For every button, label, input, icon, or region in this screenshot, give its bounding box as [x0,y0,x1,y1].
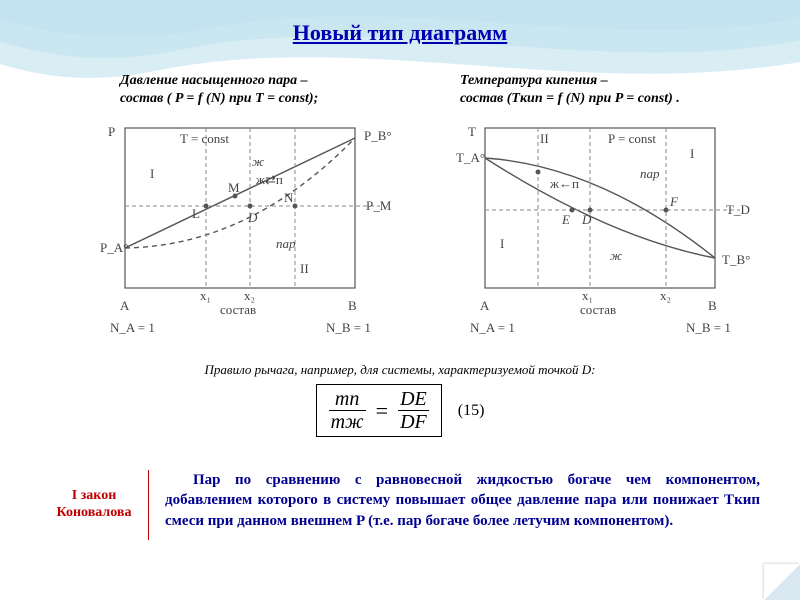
svg-text:I: I [500,236,504,251]
equals-sign: = [376,400,388,422]
caption-left: Давление насыщенного пара – состав ( P =… [120,72,400,107]
svg-text:II: II [300,261,309,276]
formula-left-fraction: mп mж [329,389,366,432]
svg-text:P: P [108,124,115,139]
svg-text:E: E [561,212,570,227]
page-curl-icon [764,564,800,600]
svg-text:состав: состав [220,302,256,317]
svg-text:N_B = 1: N_B = 1 [686,320,731,335]
svg-text:T_A°: T_A° [456,150,485,165]
caption-right: Температура кипения – состав (Tкип = f (… [460,72,760,107]
svg-text:P_A°: P_A° [100,240,128,255]
svg-text:I: I [690,146,694,161]
formula-den-right: DF [398,412,429,432]
svg-text:N_B = 1: N_B = 1 [326,320,371,335]
caption-right-line2: состав (Tкип = f (N) при P = const) . [460,90,760,108]
svg-text:P_B°: P_B° [364,128,392,143]
svg-text:N_A = 1: N_A = 1 [110,320,155,335]
diagram-temperature-composition: T P = const T_A° T_D T_B° пар ж II I I ж… [440,118,760,348]
svg-text:T = const: T = const [180,131,229,146]
formula-row: mп mж = DE DF (15) [0,384,800,437]
svg-text:L: L [192,206,200,221]
formula-den-left: mж [329,412,366,432]
svg-text:D: D [247,210,258,225]
svg-text:N_A = 1: N_A = 1 [470,320,515,335]
svg-text:D: D [581,212,592,227]
svg-text:B: B [348,298,357,313]
svg-text:ж←п: ж←п [549,176,579,191]
svg-text:T: T [468,124,476,139]
caption-right-line1: Температура кипения – [460,72,760,90]
diagram-pressure-composition: P T = const P_B° P_M P_A° ж пар I II L M… [80,118,400,348]
svg-text:x₂: x₂ [660,288,671,303]
svg-text:A: A [480,298,490,313]
svg-text:T_D: T_D [726,202,750,217]
svg-text:x₁: x₁ [200,288,211,303]
svg-text:пар: пар [640,166,660,181]
svg-text:x₁: x₁ [582,288,593,303]
formula-num-left: mп [333,389,361,409]
caption-left-line1: Давление насыщенного пара – [120,72,400,90]
svg-text:I: I [150,166,154,181]
svg-text:T_B°: T_B° [722,252,750,267]
formula-box: mп mж = DE DF [316,384,442,437]
konovalov-law-text: Пар по сравнению с равновесной жидкостью… [153,470,760,531]
svg-text:F: F [669,194,679,209]
svg-text:x₂: x₂ [244,288,255,303]
konovalov-law-label: I закон Коновалова [40,470,149,540]
formula-num-right: DE [398,389,429,409]
svg-text:II: II [540,131,549,146]
caption-left-line2: состав ( P = f (N) при T = const); [120,90,400,108]
svg-text:пар: пар [276,236,296,251]
svg-text:ж: ж [610,248,622,263]
equation-number: (15) [458,402,485,420]
svg-text:A: A [120,298,130,313]
svg-text:ж: ж [252,154,264,169]
svg-text:N: N [284,190,294,205]
formula-right-fraction: DE DF [398,389,429,432]
svg-text:состав: состав [580,302,616,317]
svg-text:P = const: P = const [608,131,656,146]
lever-rule-caption: Правило рычага, например, для системы, х… [0,362,800,378]
konovalov-law-block: I закон Коновалова Пар по сравнению с ра… [40,470,760,540]
svg-text:P_M: P_M [366,198,392,213]
svg-text:M: M [228,180,240,195]
svg-text:ж⇄п: ж⇄п [255,172,283,187]
svg-text:B: B [708,298,717,313]
slide-title: Новый тип диаграмм [0,20,800,46]
